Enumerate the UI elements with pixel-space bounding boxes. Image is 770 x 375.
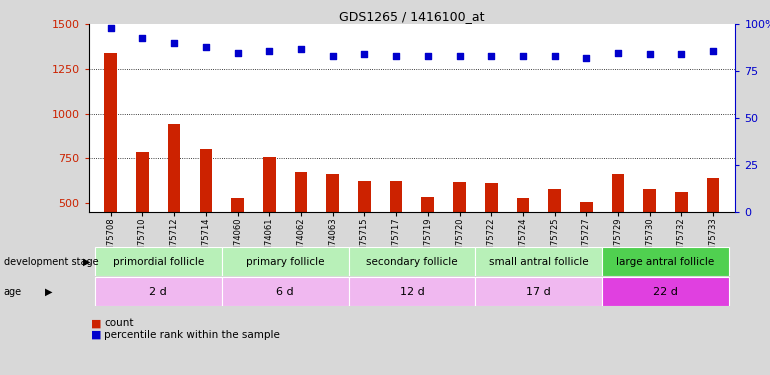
Text: development stage: development stage [4,257,99,267]
Point [485,53,497,59]
Point [295,46,307,52]
Point [707,48,719,54]
Text: 17 d: 17 d [527,287,551,297]
Text: small antral follicle: small antral follicle [489,257,588,267]
Text: percentile rank within the sample: percentile rank within the sample [104,330,280,339]
Text: 6 d: 6 d [276,287,294,297]
Bar [349,277,475,306]
Point [263,48,276,54]
Point [168,40,180,46]
Bar [421,197,434,292]
Text: ▶: ▶ [45,287,52,297]
Bar [390,181,403,292]
Bar [644,189,656,292]
Point [580,55,592,61]
Text: secondary follicle: secondary follicle [367,257,457,267]
Point [517,53,529,59]
Point [136,34,149,40]
Bar [199,149,213,292]
Bar [136,152,149,292]
Bar [454,182,466,292]
Bar [263,158,276,292]
Point [199,44,212,50]
Bar [548,189,561,292]
Point [326,53,339,59]
Bar [675,192,688,292]
Bar [602,247,729,276]
Text: ■: ■ [91,318,102,328]
Bar [517,198,529,292]
Text: primordial follicle: primordial follicle [112,257,204,267]
Point [612,50,624,55]
Bar [475,277,602,306]
Point [454,53,466,59]
Text: ■: ■ [91,330,102,339]
Point [232,50,244,55]
Bar [349,247,475,276]
Bar [222,247,349,276]
Bar [485,183,497,292]
Text: count: count [104,318,133,328]
Bar [95,247,222,276]
Point [358,51,370,57]
Bar [222,277,349,306]
Text: 2 d: 2 d [149,287,167,297]
Point [644,51,656,57]
Point [390,53,402,59]
Point [105,25,117,31]
Text: primary follicle: primary follicle [246,257,324,267]
Text: 12 d: 12 d [400,287,424,297]
Bar [105,53,117,292]
Bar [611,174,624,292]
Text: age: age [4,287,22,297]
Bar [707,178,719,292]
Bar [95,277,222,306]
Text: large antral follicle: large antral follicle [617,257,715,267]
Bar [295,172,307,292]
Point [548,53,561,59]
Point [422,53,434,59]
Bar [580,202,593,292]
Bar [358,181,370,292]
Text: 22 d: 22 d [653,287,678,297]
Bar [326,174,339,292]
Bar [475,247,602,276]
Bar [602,277,729,306]
Title: GDS1265 / 1416100_at: GDS1265 / 1416100_at [340,10,484,23]
Point [675,51,688,57]
Bar [231,198,244,292]
Text: ▶: ▶ [83,257,91,267]
Bar [168,124,180,292]
